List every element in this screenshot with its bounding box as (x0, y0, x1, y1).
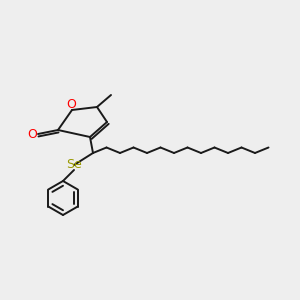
Text: O: O (27, 128, 37, 140)
Text: Se: Se (66, 158, 82, 172)
Text: O: O (66, 98, 76, 110)
